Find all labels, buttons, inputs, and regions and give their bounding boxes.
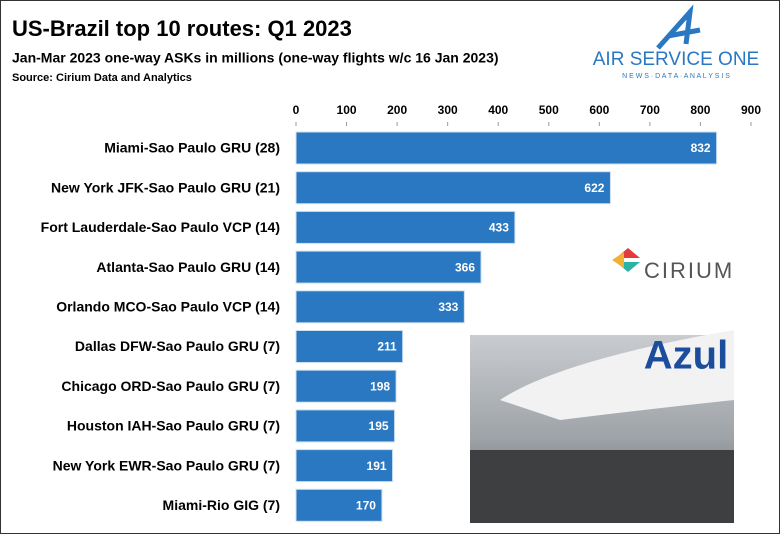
value-label: 170 [356, 498, 376, 512]
value-label: 333 [438, 300, 458, 314]
category-label: Miami-Sao Paulo GRU (28) [104, 140, 280, 156]
x-tick-label: 600 [589, 103, 609, 117]
x-tick-label: 300 [438, 103, 458, 117]
bar [295, 250, 482, 284]
bar [295, 210, 516, 244]
partner: CIRIUM [644, 258, 734, 283]
x-tick-label: 900 [741, 103, 761, 117]
value-label: 832 [691, 141, 711, 155]
category-label: Dallas DFW-Sao Paulo GRU (7) [75, 338, 280, 354]
subtitle: Jan-Mar 2023 one-way ASKs in millions (o… [12, 50, 499, 66]
category-label: Fort Lauderdale-Sao Paulo VCP (14) [41, 219, 280, 235]
chart-title: US-Brazil top 10 routes: Q1 2023 [12, 16, 352, 41]
category-label: Orlando MCO-Sao Paulo VCP (14) [56, 299, 280, 315]
tagline: N E W S · D A T A · A N A L Y S I S [622, 73, 730, 80]
brand-icon [656, 4, 701, 50]
photo: Azul [470, 330, 734, 523]
bar [295, 449, 394, 483]
category-label: Atlanta-Sao Paulo GRU (14) [96, 259, 280, 275]
photo-text: Azul [644, 334, 728, 378]
x-tick-label: 400 [488, 103, 508, 117]
partner-logo [612, 248, 640, 272]
value-label: 195 [369, 419, 389, 433]
category-label: Houston IAH-Sao Paulo GRU (7) [67, 418, 280, 434]
bar [295, 330, 404, 363]
value-label: 622 [584, 181, 604, 195]
value-label: 433 [489, 221, 509, 235]
x-tick-label: 200 [387, 103, 407, 117]
bar [295, 488, 383, 522]
bar [295, 369, 397, 403]
category-label: New York JFK-Sao Paulo GRU (21) [51, 179, 280, 195]
bar [295, 290, 465, 324]
bar [295, 409, 396, 443]
category-label: Chicago ORD-Sao Paulo GRU (7) [61, 378, 280, 394]
x-tick-label: 500 [539, 103, 559, 117]
bar [295, 171, 611, 205]
value-label: 211 [377, 340, 397, 354]
brand: AIR SERVICE ONE [593, 49, 759, 70]
category-label: Miami-Rio GIG (7) [163, 497, 280, 513]
x-tick-label: 800 [690, 103, 710, 117]
x-tick-label: 100 [337, 103, 357, 117]
bar [295, 131, 718, 165]
value-label: 198 [370, 379, 390, 393]
value-label: 366 [455, 260, 475, 274]
x-tick-label: 700 [640, 103, 660, 117]
x-tick-label: 0 [293, 103, 300, 117]
value-label: 191 [367, 459, 387, 473]
category-label: New York EWR-Sao Paulo GRU (7) [53, 457, 280, 473]
source: Source: Cirium Data and Analytics [12, 72, 192, 84]
